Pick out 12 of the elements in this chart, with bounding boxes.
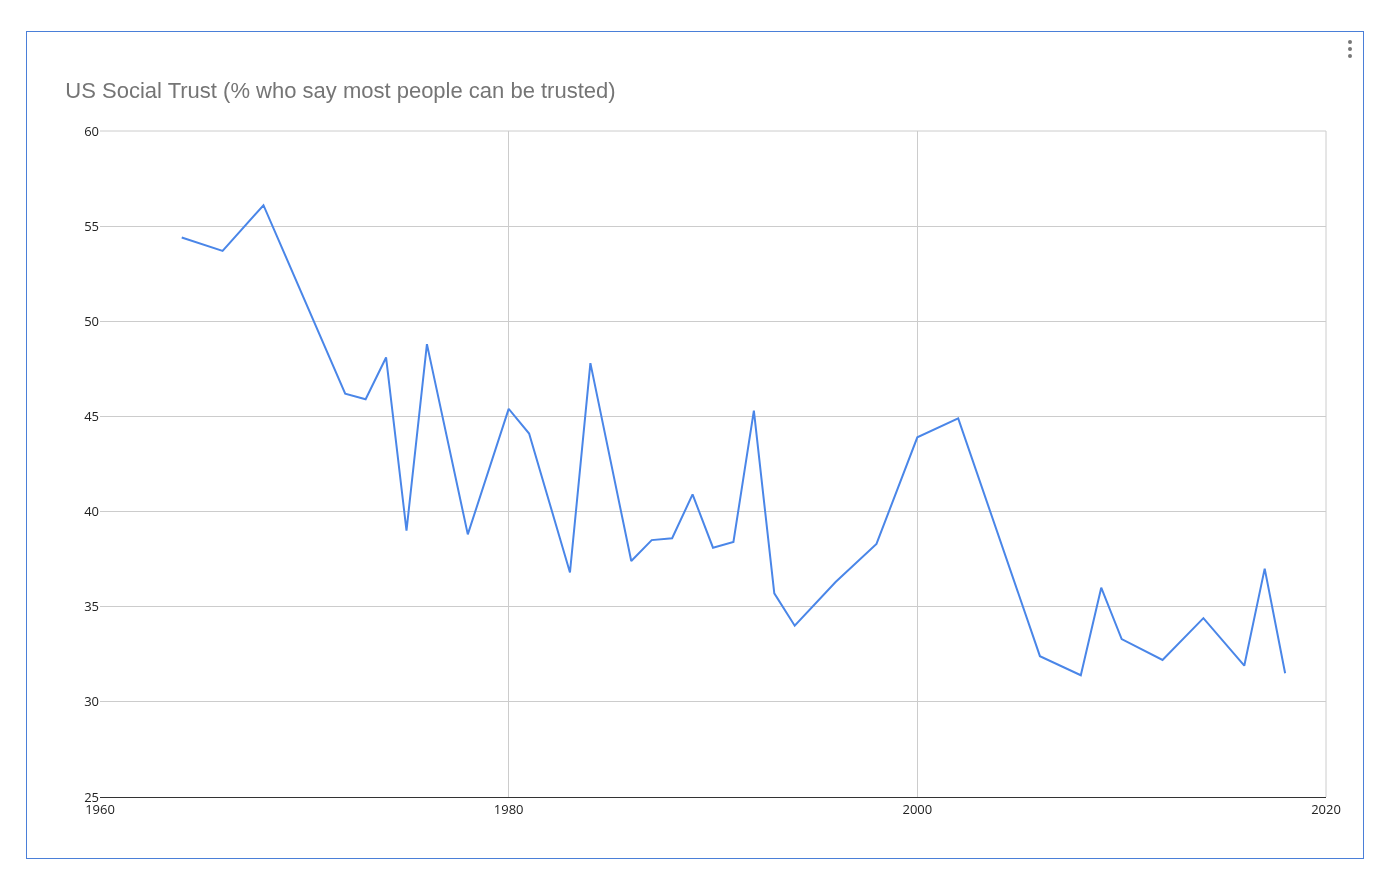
x-tick-label: 2000 xyxy=(902,799,933,818)
y-tick-label: 50 xyxy=(84,311,99,330)
y-tick-label: 35 xyxy=(84,597,99,616)
chart-title: US Social Trust (% who say most people can be trusted) xyxy=(65,77,616,103)
x-tick-label: 1980 xyxy=(493,799,524,818)
y-tick-label: 45 xyxy=(84,406,99,425)
y-tick-label: 60 xyxy=(84,121,99,140)
line-series xyxy=(180,204,1287,677)
y-tick-label: 55 xyxy=(84,216,99,235)
y-tick-label: 40 xyxy=(84,502,99,521)
x-tick-label: 2020 xyxy=(1311,799,1341,818)
y-tick-label: 30 xyxy=(84,692,99,711)
